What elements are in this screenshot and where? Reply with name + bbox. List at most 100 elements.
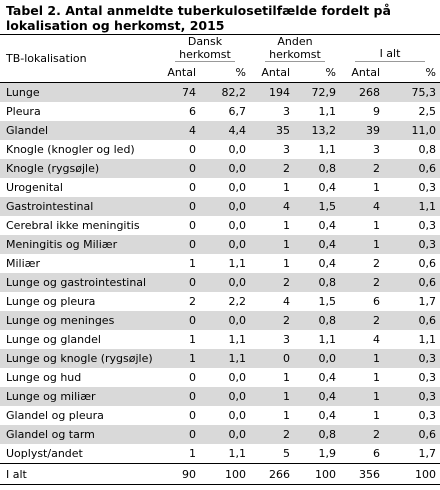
row-label: Lunge og gastrointestinal [0, 273, 160, 292]
table-cell: 0 [160, 273, 200, 292]
table-cell: 1 [340, 387, 384, 406]
table-cell: 2 [250, 159, 294, 178]
table-cell: 1 [373, 409, 380, 422]
table-cell: 82,2 [200, 82, 250, 102]
row-label: Uoplyst/andet [6, 447, 83, 460]
table-cell: 4 [373, 333, 380, 346]
table-cell: 3 [283, 105, 290, 118]
total-cell: 100 [294, 463, 340, 485]
table-row: Urogenital 0 0,0 1 0,4 1 0,3 [0, 178, 440, 197]
table-cell: 194 [250, 82, 294, 102]
table-cell: 0,4 [294, 235, 340, 254]
table-cell: 0,0 [228, 219, 247, 232]
table-title: Tabel 2. Antal anmeldte tuberkulosetilfæ… [0, 0, 440, 34]
table-cell: 0 [160, 425, 200, 444]
table-cell: 0 [160, 387, 200, 406]
table-cell: 2 [340, 425, 384, 444]
row-label: Glandel og tarm [0, 425, 160, 444]
table-cell: 1 [189, 257, 196, 270]
table-row: Lunge og hud 0 0,0 1 0,4 1 0,3 [0, 368, 440, 387]
table-cell: 0,0 [200, 387, 250, 406]
table-cell: 0,0 [228, 409, 247, 422]
table-cell: 0,8 [294, 311, 340, 330]
table-cell: 1 [250, 387, 294, 406]
total-cell: 100 [384, 463, 440, 485]
group-label-line-2: herkomst [269, 48, 321, 61]
column-group-danish-origin: Dansk herkomst [160, 35, 250, 62]
table-row: Lunge og miliær 0 0,0 1 0,4 1 0,3 [0, 387, 440, 406]
table-cell: 1 [283, 409, 290, 422]
column-group-total: I alt [340, 35, 440, 62]
table-cell: 9 [373, 105, 380, 118]
table-row: Uoplyst/andet 1 1,1 5 1,9 6 1,7 [0, 444, 440, 464]
row-label: Lunge og miliær [0, 387, 160, 406]
tb-localisation-table: TB-lokalisation Dansk herkomst Anden her… [0, 34, 440, 485]
table-cell: 0,3 [418, 409, 437, 422]
table-cell: 3 [373, 143, 380, 156]
table-cell: 0,0 [200, 235, 250, 254]
table-cell: 1,5 [318, 295, 337, 308]
table-cell: 0,4 [318, 371, 337, 384]
table-cell: 6 [373, 295, 380, 308]
table-cell: 1,1 [228, 333, 247, 346]
row-label: Urogenital [6, 181, 63, 194]
total-row: I alt 90 100 266 100 356 100 [0, 463, 440, 485]
table-cell: 0,6 [384, 159, 440, 178]
table-row: Glandel og pleura 0 0,0 1 0,4 1 0,3 [0, 406, 440, 425]
table-cell: 1,1 [228, 447, 247, 460]
table-cell: 0 [160, 197, 200, 216]
table-row: Glandel 4 4,4 35 13,2 39 11,0 [0, 121, 440, 140]
group-label-line-1: Anden [277, 35, 313, 48]
total-cell: 356 [340, 463, 384, 485]
table-cell: 3 [283, 143, 290, 156]
row-label: Meningitis og Miliær [0, 235, 160, 254]
table-cell: 0,8 [294, 273, 340, 292]
table-cell: 0 [189, 409, 196, 422]
group-label: I alt [355, 47, 425, 62]
table-cell: 39 [340, 121, 384, 140]
column-header-percent: % [425, 65, 436, 79]
row-label: Glandel og pleura [6, 409, 104, 422]
row-label: Gastrointestinal [0, 197, 160, 216]
table-cell: 1,1 [318, 333, 337, 346]
table-row: Cerebral ikke meningitis 0 0,0 1 0,4 1 0,3 [0, 216, 440, 235]
table-cell: 35 [250, 121, 294, 140]
table-footer: I alt 90 100 266 100 356 100 [0, 463, 440, 485]
table-cell: 1,1 [418, 333, 437, 346]
table-row: Miliær 1 1,1 1 0,4 2 0,6 [0, 254, 440, 273]
table-cell: 0,8 [294, 159, 340, 178]
table-cell: 6 [189, 105, 196, 118]
table-cell: 1,7 [418, 447, 437, 460]
table-cell: 1,1 [318, 105, 337, 118]
table-cell: 1 [373, 181, 380, 194]
table-cell: 1,9 [318, 447, 337, 460]
table-cell: 11,0 [384, 121, 440, 140]
row-label: Pleura [6, 105, 41, 118]
table-row: Lunge og pleura 2 2,2 4 1,5 6 1,7 [0, 292, 440, 311]
table-cell: 1,7 [418, 295, 437, 308]
table-cell: 0 [189, 371, 196, 384]
row-label: Lunge og hud [6, 371, 82, 384]
table-cell: 0,0 [200, 311, 250, 330]
table-cell: 0,3 [418, 181, 437, 194]
group-label-line-1: Dansk [187, 35, 223, 48]
row-label: Lunge og pleura [6, 295, 96, 308]
table-cell: 1 [283, 257, 290, 270]
table-cell: 0,8 [294, 425, 340, 444]
table-row: Knogle (knogler og led) 0 0,0 3 1,1 3 0,8 [0, 140, 440, 159]
table-cell: 0 [189, 219, 196, 232]
table-row: Glandel og tarm 0 0,0 2 0,8 2 0,6 [0, 425, 440, 444]
table-cell: 2,2 [228, 295, 247, 308]
table-cell: 1 [373, 371, 380, 384]
row-label: Knogle (rygsøjle) [0, 159, 160, 178]
table-cell: 5 [283, 447, 290, 460]
table-cell: 1,5 [294, 197, 340, 216]
total-cell: 100 [200, 463, 250, 485]
table-row: Lunge og gastrointestinal 0 0,0 2 0,8 2 0,6 [0, 273, 440, 292]
table-cell: 2 [340, 159, 384, 178]
table-cell: 1 [250, 235, 294, 254]
row-label: Lunge [0, 82, 160, 102]
table-cell: 2,5 [418, 105, 437, 118]
column-header-antal: Antal [351, 65, 380, 79]
table-cell: 1 [283, 181, 290, 194]
